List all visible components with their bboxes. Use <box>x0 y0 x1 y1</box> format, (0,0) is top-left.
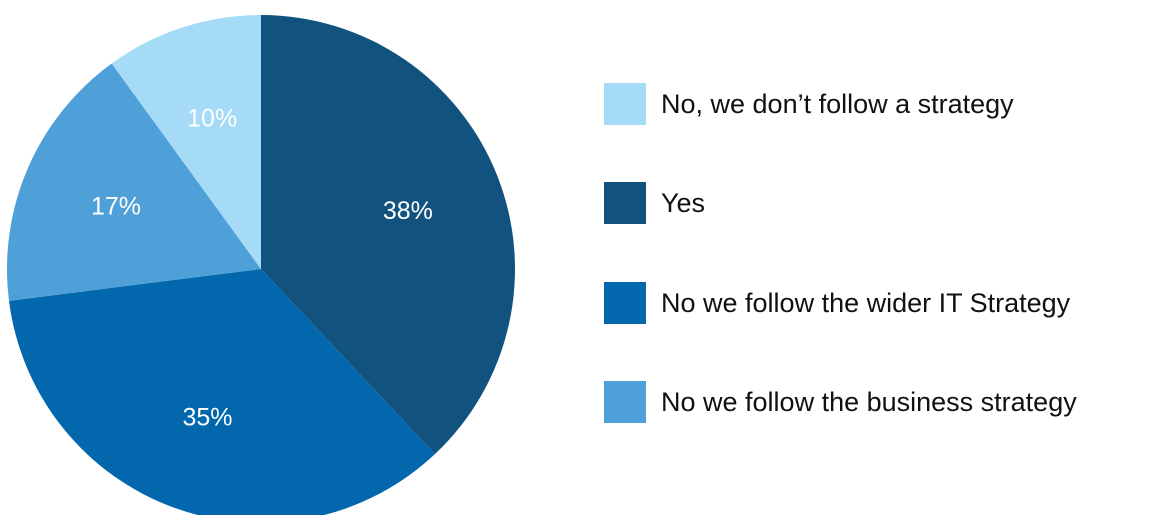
pie-slice <box>261 15 515 455</box>
slice-value-label: 35% <box>182 404 232 432</box>
legend-label: No, we don’t follow a strategy <box>661 89 1014 119</box>
legend-item-business-strategy: No we follow the business strategy <box>604 381 1077 423</box>
legend-label: No we follow the wider IT Strategy <box>661 288 1071 318</box>
legend-swatch <box>604 182 646 224</box>
pie-slice <box>111 14 261 269</box>
slice-value-label: 10% <box>187 105 237 133</box>
legend-swatch <box>604 381 646 423</box>
legend-label: No we follow the business strategy <box>661 387 1077 417</box>
pie-slice <box>6 63 261 301</box>
legend-item-wider-it-strategy: No we follow the wider IT Strategy <box>604 282 1070 324</box>
legend-item-no-strategy: No, we don’t follow a strategy <box>604 83 1014 125</box>
legend-swatch <box>604 83 646 125</box>
legend-label: Yes <box>661 188 706 218</box>
pie-chart: 38% 35% 17% 10% <box>6 14 515 515</box>
legend-item-yes: Yes <box>604 182 705 224</box>
legend-swatch <box>604 282 646 324</box>
slice-value-label: 17% <box>91 192 141 220</box>
slice-value-label: 38% <box>383 197 433 225</box>
pie-slice <box>9 269 435 515</box>
